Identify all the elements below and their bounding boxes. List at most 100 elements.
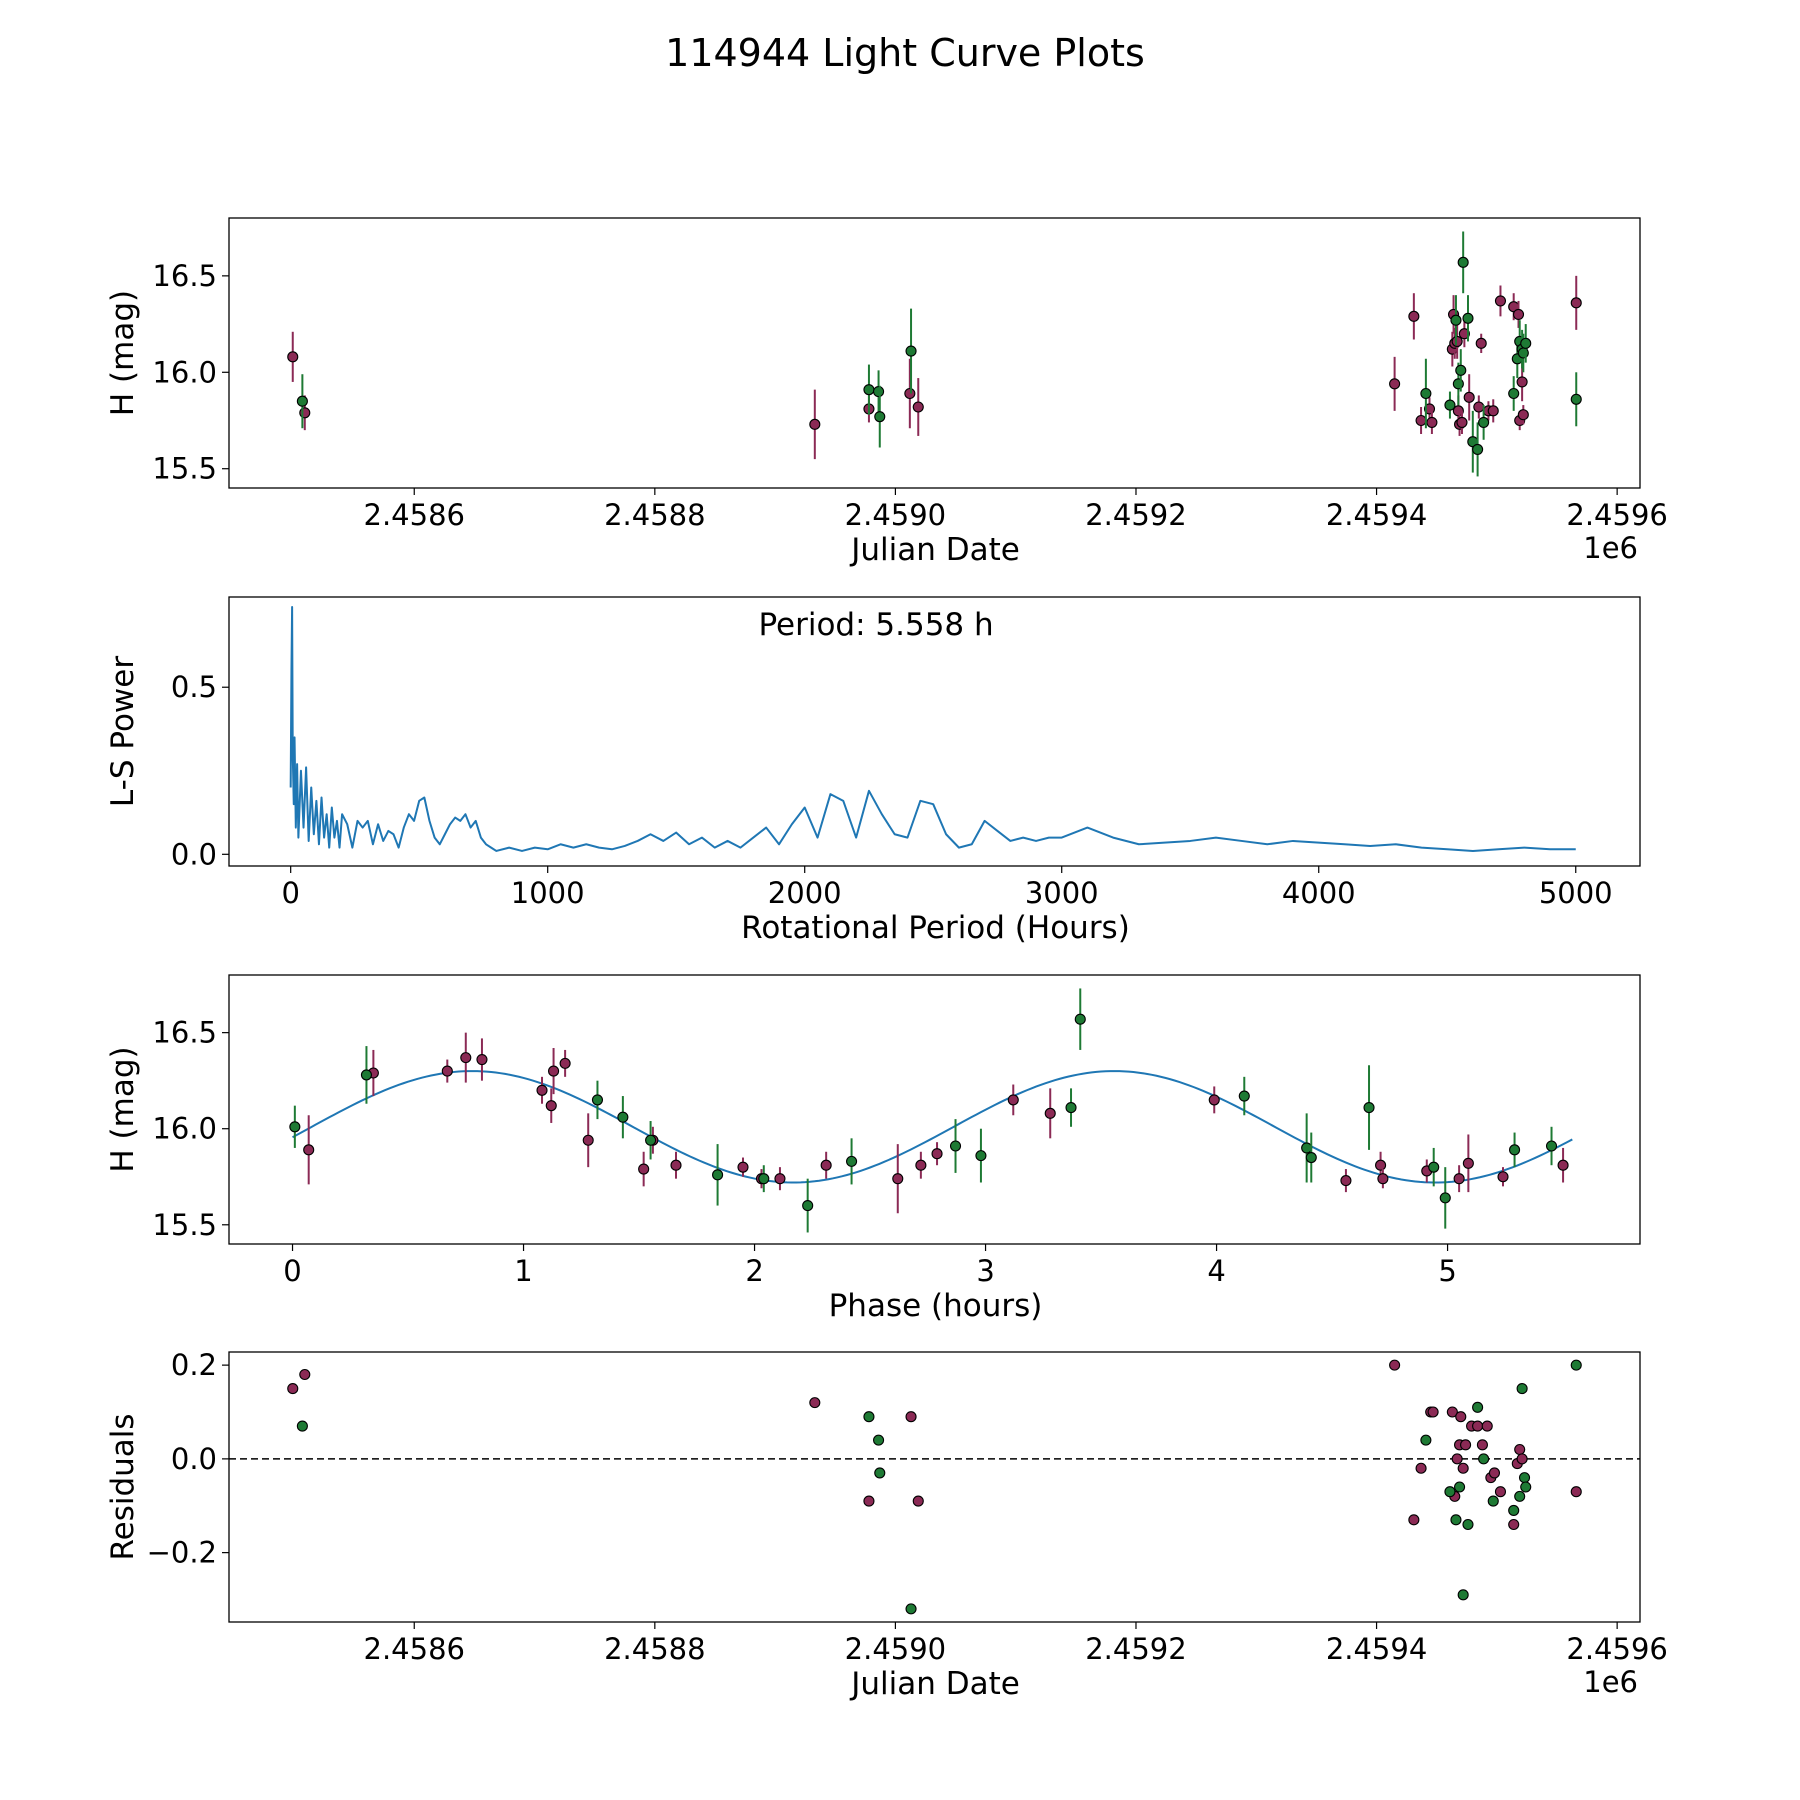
periodogram-ytick-label: 0.0 <box>171 837 217 871</box>
data-point <box>1512 308 1525 320</box>
data-point <box>1488 1467 1500 1479</box>
data-point <box>1516 1453 1528 1465</box>
data-point <box>1457 1589 1469 1601</box>
data-point <box>1454 1481 1466 1493</box>
data-point <box>1520 337 1532 349</box>
lightcurve-xtick-label: 2.4586 <box>364 498 465 532</box>
data-point <box>1570 1359 1582 1371</box>
phase-ytick-label: 15.5 <box>152 1208 217 1242</box>
data-point <box>670 1159 682 1171</box>
lightcurve-xtick-label: 2.4588 <box>604 498 705 532</box>
lightcurve-series-b <box>296 231 1582 477</box>
data-point <box>774 1173 786 1185</box>
data-point <box>1450 314 1462 326</box>
data-point <box>874 1467 886 1479</box>
data-point <box>360 1069 373 1081</box>
data-point <box>1508 1518 1520 1531</box>
data-point <box>912 401 924 413</box>
data-point <box>1463 391 1475 403</box>
data-point <box>617 1111 629 1123</box>
data-point <box>1452 405 1464 417</box>
data-point <box>287 1383 299 1395</box>
data-point <box>873 1434 885 1446</box>
data-point <box>931 1148 943 1160</box>
data-point <box>1444 399 1456 411</box>
phase-xtick-label: 2 <box>745 1254 763 1288</box>
data-point <box>1509 1144 1521 1156</box>
data-point <box>1517 409 1529 421</box>
data-point <box>1475 337 1487 349</box>
data-point <box>1427 1406 1439 1418</box>
data-point <box>863 1411 875 1423</box>
data-point <box>296 1420 308 1432</box>
data-point <box>1415 414 1427 427</box>
phase-frame <box>228 974 1641 1245</box>
data-point <box>1462 312 1474 324</box>
data-point <box>1497 1171 1509 1183</box>
data-point <box>1514 1443 1526 1456</box>
lightcurve-xtick-label: 2.4592 <box>1085 498 1186 532</box>
phase-panel: 0 1 2 3 4 5 15.5 16.0 16.5 Phase (hours) H (mag) <box>105 974 1641 1324</box>
residuals-series-b <box>296 1359 1582 1615</box>
data-point <box>1420 1434 1432 1446</box>
data-point <box>1453 1173 1465 1185</box>
data-point <box>1363 1102 1375 1114</box>
data-point <box>1450 1514 1462 1526</box>
phase-series-b <box>289 988 1558 1233</box>
residuals-ylabel: Residuals <box>105 1413 141 1560</box>
data-point <box>591 1094 604 1106</box>
data-point <box>1570 297 1582 309</box>
data-point <box>1074 1013 1086 1025</box>
data-point <box>296 395 308 407</box>
data-point <box>905 345 917 357</box>
data-point <box>582 1134 594 1146</box>
phase-ylabel: H (mag) <box>105 1046 141 1172</box>
phase-xtick-label: 5 <box>1438 1254 1456 1288</box>
lightcurve-panel: 2.4586 2.4588 2.4590 2.4592 2.4594 2.4596 15.5… <box>105 217 1668 568</box>
data-point <box>1389 1359 1401 1371</box>
data-point <box>1065 1102 1077 1114</box>
residuals-frame <box>228 1351 1641 1623</box>
residuals-xtick-label: 2.4592 <box>1085 1632 1186 1666</box>
data-point <box>1472 443 1484 455</box>
data-point <box>1518 1472 1531 1484</box>
data-point <box>1457 256 1469 268</box>
periodogram-ytick-label: 0.5 <box>171 670 217 704</box>
data-point <box>915 1159 927 1171</box>
phase-xtick-label: 1 <box>514 1254 532 1288</box>
data-point <box>758 1173 770 1185</box>
phase-xtick-label: 3 <box>976 1254 994 1288</box>
data-point <box>905 1603 917 1615</box>
lightcurve-ytick-label: 15.5 <box>152 452 217 486</box>
data-point <box>737 1161 749 1173</box>
data-point <box>905 1411 917 1423</box>
periodogram-xtick-label: 0 <box>281 876 299 910</box>
panels: 2.4586 2.4588 2.4590 2.4592 2.4594 2.4596 15.5… <box>105 217 1668 1702</box>
data-point <box>1455 1411 1467 1423</box>
data-point <box>892 1173 904 1185</box>
data-point <box>874 411 886 423</box>
data-point <box>912 1495 924 1507</box>
lightcurve-xtick-label: 2.4594 <box>1326 498 1427 532</box>
data-point <box>287 351 299 363</box>
data-point <box>1439 1192 1451 1204</box>
periodogram-xtick-label: 3000 <box>1025 876 1099 910</box>
data-point <box>949 1140 962 1152</box>
data-point <box>1494 1486 1507 1498</box>
data-point <box>1508 387 1520 400</box>
residuals-xlabel: Julian Date <box>849 1666 1020 1702</box>
data-point <box>1481 1420 1493 1432</box>
phase-ytick-label: 16.0 <box>152 1112 217 1146</box>
data-point <box>1408 1514 1420 1526</box>
data-point <box>1457 1462 1469 1474</box>
period-annotation: Period: 5.558 h <box>758 607 993 643</box>
periodogram-panel: Period: 5.558 h 0 1000 2000 3000 4000 5000 0.0 0… <box>105 596 1641 946</box>
model-curve <box>292 1070 1573 1184</box>
periodogram-ylabel: L-S Power <box>105 656 141 807</box>
lightcurve-frame <box>228 217 1641 489</box>
periodogram-xtick-label: 5000 <box>1539 876 1613 910</box>
lightcurve-xlabel: Julian Date <box>849 532 1020 568</box>
data-point <box>846 1155 858 1167</box>
lightcurve-x-offset-label: 1e6 <box>1583 531 1638 565</box>
